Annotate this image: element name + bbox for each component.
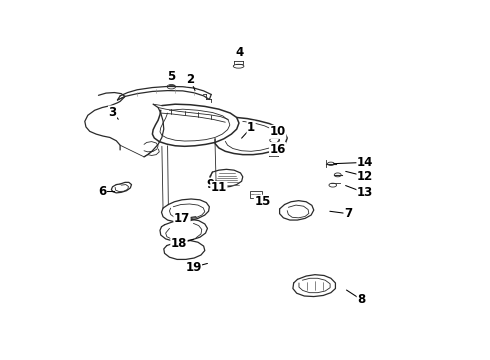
Text: 14: 14 xyxy=(357,156,373,169)
Text: 16: 16 xyxy=(270,143,286,156)
Text: 4: 4 xyxy=(236,46,244,59)
Text: 9: 9 xyxy=(206,178,214,191)
Text: 3: 3 xyxy=(108,106,117,119)
Text: 15: 15 xyxy=(254,195,270,208)
Text: 11: 11 xyxy=(211,181,227,194)
Text: 2: 2 xyxy=(186,73,195,86)
Text: 6: 6 xyxy=(98,185,106,198)
Text: 13: 13 xyxy=(357,186,373,199)
Text: 17: 17 xyxy=(174,212,190,225)
Text: 18: 18 xyxy=(171,237,187,250)
Text: 8: 8 xyxy=(357,293,366,306)
Text: 5: 5 xyxy=(167,70,175,83)
Text: 7: 7 xyxy=(344,207,352,220)
Text: 1: 1 xyxy=(247,121,255,134)
Text: 19: 19 xyxy=(185,261,201,274)
Text: 12: 12 xyxy=(357,170,373,183)
Text: 10: 10 xyxy=(270,125,286,138)
